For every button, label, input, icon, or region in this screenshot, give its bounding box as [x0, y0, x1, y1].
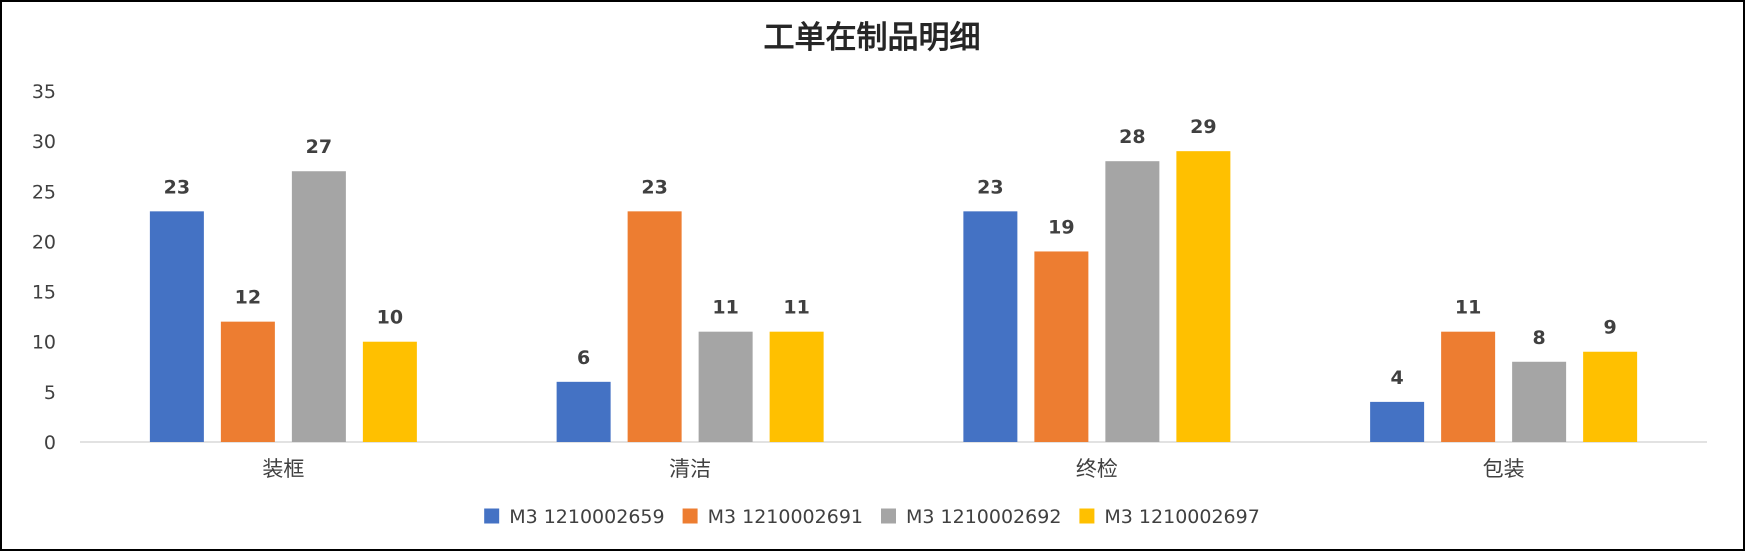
bar	[556, 381, 611, 442]
y-tick-label: 35	[32, 81, 56, 103]
bar	[963, 211, 1018, 442]
bar	[627, 211, 682, 442]
data-label: 23	[977, 176, 1003, 198]
bar	[1441, 331, 1496, 442]
x-axis: 装框 清洁 终检 包装	[262, 457, 1524, 481]
data-label: 6	[577, 347, 590, 369]
bar	[362, 341, 417, 442]
x-category-label: 终检	[1076, 457, 1118, 481]
bar	[1370, 401, 1425, 442]
y-tick-label: 25	[32, 181, 56, 203]
x-category-label: 包装	[1483, 457, 1525, 481]
data-label: 23	[164, 176, 190, 198]
legend-swatch	[484, 508, 500, 524]
data-label: 8	[1533, 327, 1546, 349]
legend: M3 1210002659 M3 1210002691 M3 1210002692 M…	[484, 506, 1260, 528]
legend-swatch	[682, 508, 698, 524]
bar	[1034, 251, 1089, 442]
y-tick-label: 10	[32, 332, 56, 354]
bar	[149, 211, 204, 442]
y-tick-label: 15	[32, 282, 56, 304]
data-label: 27	[306, 136, 332, 158]
x-category-label: 装框	[262, 457, 304, 481]
data-labels-layer: 23 12 27 10 6 23 11 11 23 19 28 29 4 11 8 9	[164, 116, 1617, 389]
data-label: 29	[1190, 116, 1216, 138]
legend-label: M3 1210002697	[1104, 506, 1259, 528]
y-tick-label: 5	[44, 382, 56, 404]
legend-label: M3 1210002691	[708, 506, 863, 528]
y-axis: 0 5 10 15 20 25 30 35	[32, 81, 56, 454]
bar	[291, 171, 346, 442]
legend-swatch	[1079, 508, 1095, 524]
legend-label: M3 1210002692	[906, 506, 1061, 528]
data-label: 4	[1391, 367, 1404, 389]
data-label: 11	[1455, 297, 1481, 319]
y-tick-label: 30	[32, 131, 56, 153]
data-label: 11	[783, 297, 809, 319]
data-label: 28	[1119, 126, 1145, 148]
y-tick-label: 0	[44, 432, 56, 454]
bar	[1105, 161, 1160, 442]
data-label: 23	[641, 176, 667, 198]
bar	[1176, 151, 1231, 442]
bar	[1512, 361, 1567, 442]
legend-label: M3 1210002659	[509, 506, 664, 528]
bar	[220, 321, 275, 442]
data-label: 9	[1604, 317, 1617, 339]
data-label: 19	[1048, 216, 1074, 238]
legend-swatch	[881, 508, 896, 524]
bar	[769, 331, 824, 442]
data-label: 11	[712, 297, 738, 319]
data-label: 10	[377, 307, 403, 329]
bar	[698, 331, 753, 442]
bars-layer	[149, 151, 1638, 442]
chart-title: 工单在制品明细	[764, 20, 981, 56]
data-label: 12	[235, 287, 261, 309]
x-category-label: 清洁	[669, 457, 711, 481]
bar	[1583, 351, 1638, 442]
y-tick-label: 20	[32, 231, 56, 253]
